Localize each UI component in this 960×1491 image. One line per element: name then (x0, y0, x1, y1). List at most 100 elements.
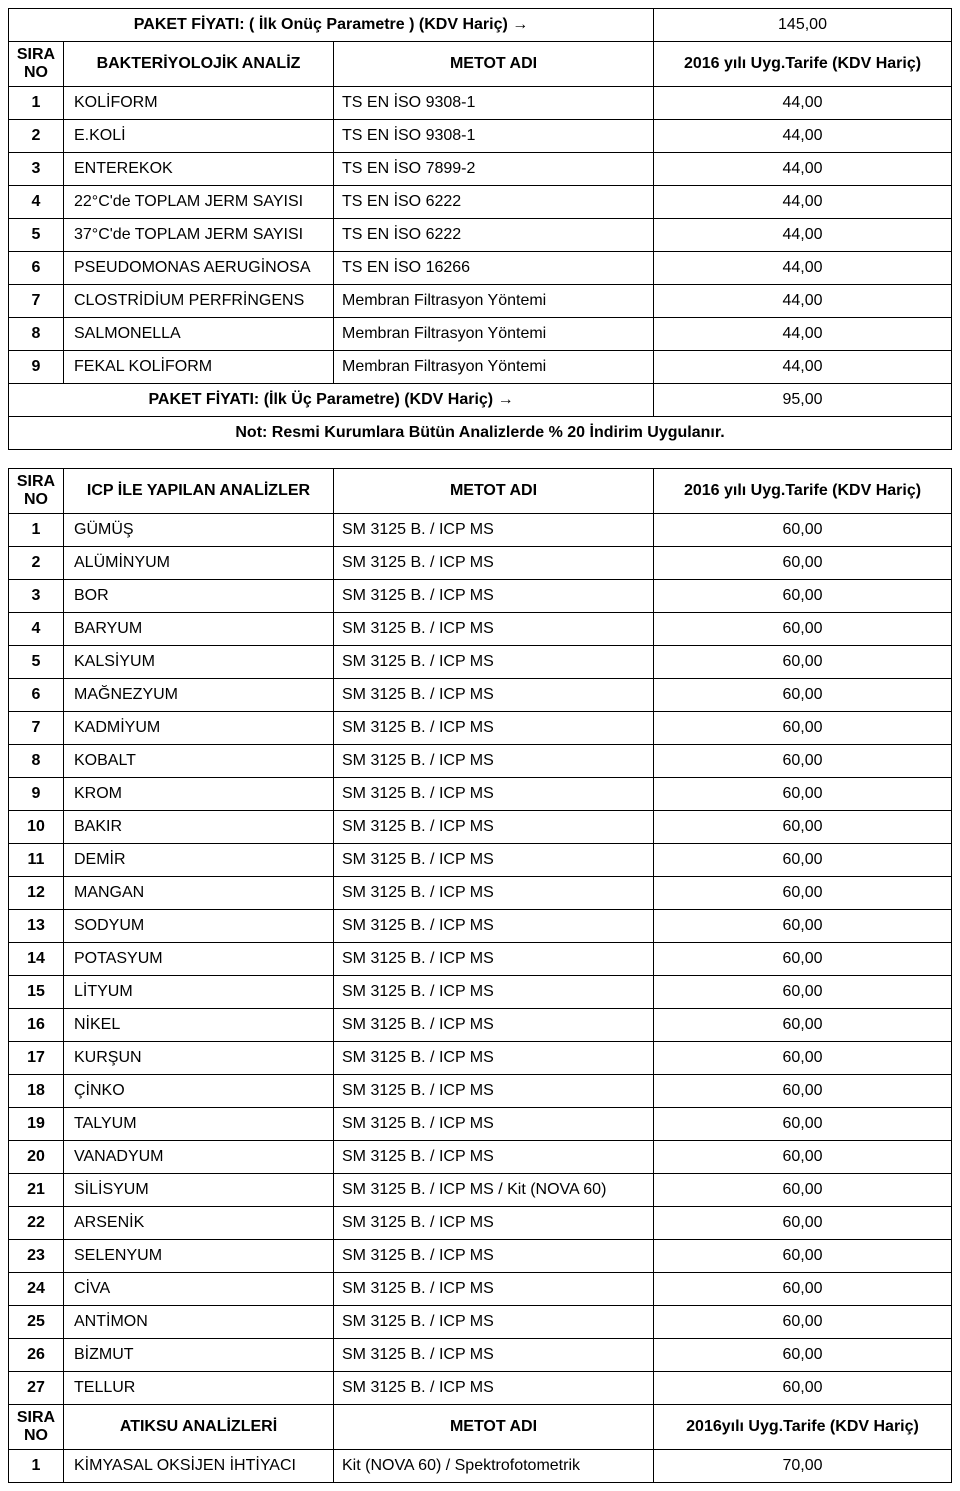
cell-no: 12 (9, 877, 64, 910)
cell-no: 11 (9, 844, 64, 877)
cell-name: DEMİR (64, 844, 334, 877)
cell-no: 25 (9, 1306, 64, 1339)
table-row: 12MANGANSM 3125 B. / ICP MS60,00 (9, 877, 952, 910)
cell-name: KİMYASAL OKSİJEN İHTİYACI (64, 1450, 334, 1483)
col-analysis-name: ICP İLE YAPILAN ANALİZLER (64, 469, 334, 514)
table-row: 13SODYUMSM 3125 B. / ICP MS60,00 (9, 910, 952, 943)
cell-method: TS EN İSO 6222 (334, 186, 654, 219)
cell-price: 60,00 (654, 646, 952, 679)
table-row: 15LİTYUMSM 3125 B. / ICP MS60,00 (9, 976, 952, 1009)
cell-price: 44,00 (654, 252, 952, 285)
cell-no: 1 (9, 514, 64, 547)
cell-no: 2 (9, 120, 64, 153)
cell-name: ENTEREKOK (64, 153, 334, 186)
cell-name: ANTİMON (64, 1306, 334, 1339)
col-method: METOT ADI (334, 469, 654, 514)
col-analysis-name: BAKTERİYOLOJİK ANALİZ (64, 42, 334, 87)
table-row: 11DEMİRSM 3125 B. / ICP MS60,00 (9, 844, 952, 877)
cell-name: KADMİYUM (64, 712, 334, 745)
cell-no: 4 (9, 613, 64, 646)
package-top-label: PAKET FİYATI: ( İlk Onüç Parametre ) (KD… (9, 9, 654, 42)
cell-price: 60,00 (654, 613, 952, 646)
cell-no: 19 (9, 1108, 64, 1141)
cell-no: 17 (9, 1042, 64, 1075)
cell-name: TALYUM (64, 1108, 334, 1141)
cell-name: FEKAL KOLİFORM (64, 351, 334, 384)
cell-method: SM 3125 B. / ICP MS (334, 1372, 654, 1405)
cell-method: Membran Filtrasyon Yöntemi (334, 318, 654, 351)
bacteriology-table: PAKET FİYATI: ( İlk Onüç Parametre ) (KD… (8, 8, 952, 450)
table-row: 17KURŞUNSM 3125 B. / ICP MS60,00 (9, 1042, 952, 1075)
package-top-price: 145,00 (654, 9, 952, 42)
col-analysis-name: ATIKSU ANALİZLERİ (64, 1405, 334, 1450)
cell-no: 3 (9, 580, 64, 613)
cell-price: 60,00 (654, 1174, 952, 1207)
cell-price: 60,00 (654, 844, 952, 877)
cell-method: SM 3125 B. / ICP MS (334, 1141, 654, 1174)
col-tariff: 2016 yılı Uyg.Tarife (KDV Hariç) (654, 469, 952, 514)
table-row: 7CLOSTRİDİUM PERFRİNGENSMembran Filtrasy… (9, 285, 952, 318)
table-row: 3BORSM 3125 B. / ICP MS60,00 (9, 580, 952, 613)
table-row: 1KOLİFORMTS EN İSO 9308-144,00 (9, 87, 952, 120)
cell-no: 7 (9, 712, 64, 745)
cell-name: GÜMÜŞ (64, 514, 334, 547)
cell-price: 60,00 (654, 1372, 952, 1405)
cell-price: 60,00 (654, 1273, 952, 1306)
cell-method: SM 3125 B. / ICP MS (334, 514, 654, 547)
cell-method: SM 3125 B. / ICP MS (334, 811, 654, 844)
cell-name: SİLİSYUM (64, 1174, 334, 1207)
cell-name: ALÜMİNYUM (64, 547, 334, 580)
cell-no: 5 (9, 646, 64, 679)
cell-method: SM 3125 B. / ICP MS (334, 547, 654, 580)
table-row: 2E.KOLİTS EN İSO 9308-144,00 (9, 120, 952, 153)
cell-method: Membran Filtrasyon Yöntemi (334, 351, 654, 384)
cell-price: 44,00 (654, 219, 952, 252)
table-row: 16NİKELSM 3125 B. / ICP MS60,00 (9, 1009, 952, 1042)
cell-price: 44,00 (654, 153, 952, 186)
cell-price: 60,00 (654, 877, 952, 910)
cell-method: SM 3125 B. / ICP MS (334, 778, 654, 811)
cell-no: 15 (9, 976, 64, 1009)
cell-price: 60,00 (654, 1009, 952, 1042)
table-row: 19TALYUMSM 3125 B. / ICP MS60,00 (9, 1108, 952, 1141)
cell-name: KALSİYUM (64, 646, 334, 679)
cell-price: 60,00 (654, 514, 952, 547)
cell-method: SM 3125 B. / ICP MS (334, 910, 654, 943)
package-bottom-label: PAKET FİYATI: (İlk Üç Parametre) (KDV Ha… (9, 384, 654, 417)
cell-name: SALMONELLA (64, 318, 334, 351)
cell-no: 21 (9, 1174, 64, 1207)
table-row: 8SALMONELLAMembran Filtrasyon Yöntemi44,… (9, 318, 952, 351)
cell-name: ARSENİK (64, 1207, 334, 1240)
cell-method: SM 3125 B. / ICP MS (334, 1009, 654, 1042)
cell-no: 6 (9, 252, 64, 285)
cell-method: TS EN İSO 9308-1 (334, 87, 654, 120)
col-tariff: 2016yılı Uyg.Tarife (KDV Hariç) (654, 1405, 952, 1450)
cell-no: 9 (9, 778, 64, 811)
cell-price: 60,00 (654, 1339, 952, 1372)
cell-price: 60,00 (654, 1141, 952, 1174)
col-sira-no: SIRA NO (9, 469, 64, 514)
cell-no: 5 (9, 219, 64, 252)
table-row: 1KİMYASAL OKSİJEN İHTİYACIKit (NOVA 60) … (9, 1450, 952, 1483)
cell-method: Kit (NOVA 60) / Spektrofotometrik (334, 1450, 654, 1483)
cell-no: 26 (9, 1339, 64, 1372)
cell-no: 18 (9, 1075, 64, 1108)
table-row: 8KOBALTSM 3125 B. / ICP MS60,00 (9, 745, 952, 778)
table-row: 21SİLİSYUMSM 3125 B. / ICP MS / Kit (NOV… (9, 1174, 952, 1207)
cell-name: BOR (64, 580, 334, 613)
cell-no: 8 (9, 745, 64, 778)
cell-name: PSEUDOMONAS AERUGİNOSA (64, 252, 334, 285)
cell-price: 60,00 (654, 910, 952, 943)
discount-note: Not: Resmi Kurumlara Bütün Analizlerde %… (9, 417, 952, 450)
cell-no: 3 (9, 153, 64, 186)
cell-no: 9 (9, 351, 64, 384)
table-row: 7KADMİYUMSM 3125 B. / ICP MS60,00 (9, 712, 952, 745)
cell-method: SM 3125 B. / ICP MS (334, 613, 654, 646)
cell-name: KOBALT (64, 745, 334, 778)
cell-method: SM 3125 B. / ICP MS (334, 1306, 654, 1339)
cell-method: TS EN İSO 6222 (334, 219, 654, 252)
cell-price: 60,00 (654, 943, 952, 976)
cell-method: Membran Filtrasyon Yöntemi (334, 285, 654, 318)
cell-price: 44,00 (654, 186, 952, 219)
cell-price: 60,00 (654, 1306, 952, 1339)
